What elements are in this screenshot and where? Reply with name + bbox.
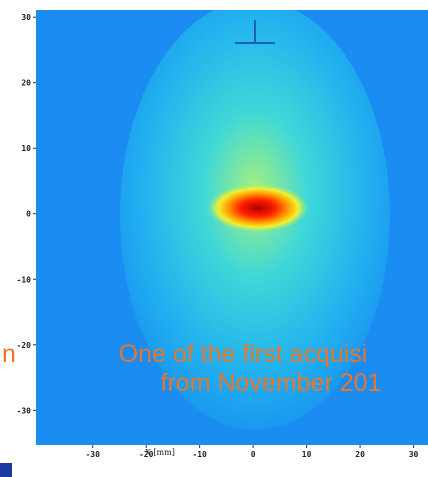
- x-tick-label: 10: [302, 450, 312, 459]
- annotation: One of the first acquisi: [119, 340, 368, 368]
- annotation: n: [2, 340, 16, 368]
- x-tick-label: -10: [192, 450, 207, 459]
- y-tick-label: -20: [17, 341, 32, 350]
- y-tick-label: 0: [26, 210, 31, 219]
- y-tick-label: 30: [21, 13, 31, 22]
- x-tick-label: 20: [355, 450, 365, 459]
- x-axis-label: X [mm]: [145, 448, 175, 457]
- y-tick-label: 10: [21, 144, 31, 153]
- corner-block: [0, 463, 12, 477]
- heatmap-image: [36, 10, 428, 445]
- x-tick-label: 30: [409, 450, 419, 459]
- x-tick-label: 0: [251, 450, 256, 459]
- x-tick-label: -20: [139, 450, 154, 459]
- y-tick-label: -10: [17, 275, 32, 284]
- x-tick-label: -30: [85, 450, 100, 459]
- y-tick-label: -30: [17, 406, 32, 415]
- annotation: from November 201: [161, 369, 382, 397]
- y-tick-label: 20: [21, 79, 31, 88]
